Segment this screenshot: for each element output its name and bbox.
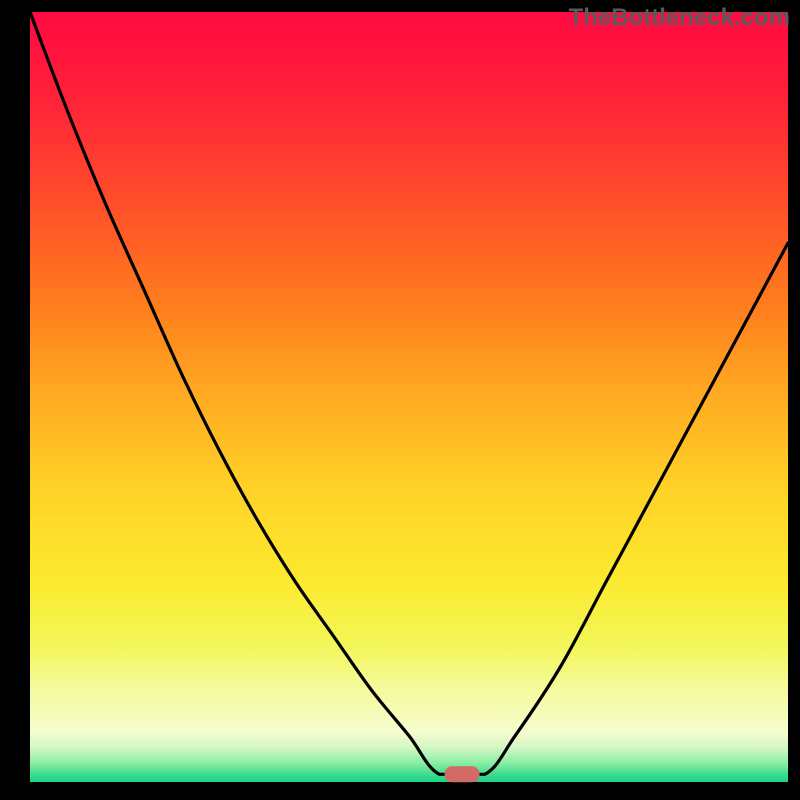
chart-background <box>30 12 788 782</box>
bottleneck-chart <box>0 0 800 800</box>
optimal-point-marker <box>445 767 479 782</box>
chart-container: TheBottleneck.com <box>0 0 800 800</box>
watermark-text: TheBottleneck.com <box>569 4 790 32</box>
